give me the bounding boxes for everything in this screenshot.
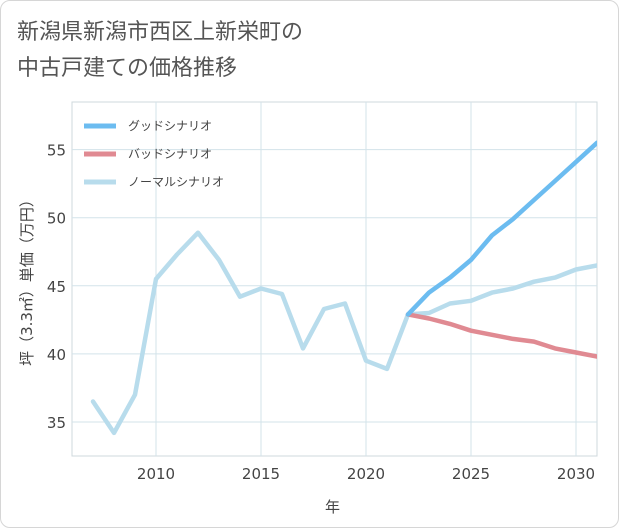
x-tick-label: 2020 bbox=[347, 465, 385, 483]
y-tick-label: 45 bbox=[47, 278, 66, 296]
series-line-0 bbox=[405, 140, 597, 317]
series-line-1 bbox=[405, 312, 597, 359]
x-tick-label: 2010 bbox=[137, 465, 175, 483]
chart-title: 新潟県新潟市西区上新栄町の 中古戸建ての価格推移 bbox=[17, 15, 607, 87]
y-tick-label: 40 bbox=[47, 346, 66, 364]
legend-label: バッドシナリオ bbox=[128, 147, 212, 161]
x-tick-label: 2015 bbox=[242, 465, 280, 483]
y-tick-label: 35 bbox=[47, 414, 66, 432]
y-tick-label: 55 bbox=[47, 142, 66, 160]
series-line-2 bbox=[90, 230, 597, 436]
plot-frame bbox=[71, 101, 598, 457]
x-tick-label: 2030 bbox=[557, 465, 595, 483]
y-tick-label: 50 bbox=[47, 210, 66, 228]
legend-label: グッドシナリオ bbox=[128, 119, 212, 133]
chart-title-line1: 新潟県新潟市西区上新栄町の bbox=[17, 20, 304, 45]
chart-title-line2: 中古戸建ての価格推移 bbox=[17, 56, 238, 81]
legend-label: ノーマルシナリオ bbox=[128, 175, 224, 189]
x-tick-label: 2025 bbox=[452, 465, 490, 483]
x-axis-label: 年 bbox=[325, 498, 340, 516]
y-axis-label: 坪（3.3㎡）単価（万円） bbox=[18, 192, 36, 366]
